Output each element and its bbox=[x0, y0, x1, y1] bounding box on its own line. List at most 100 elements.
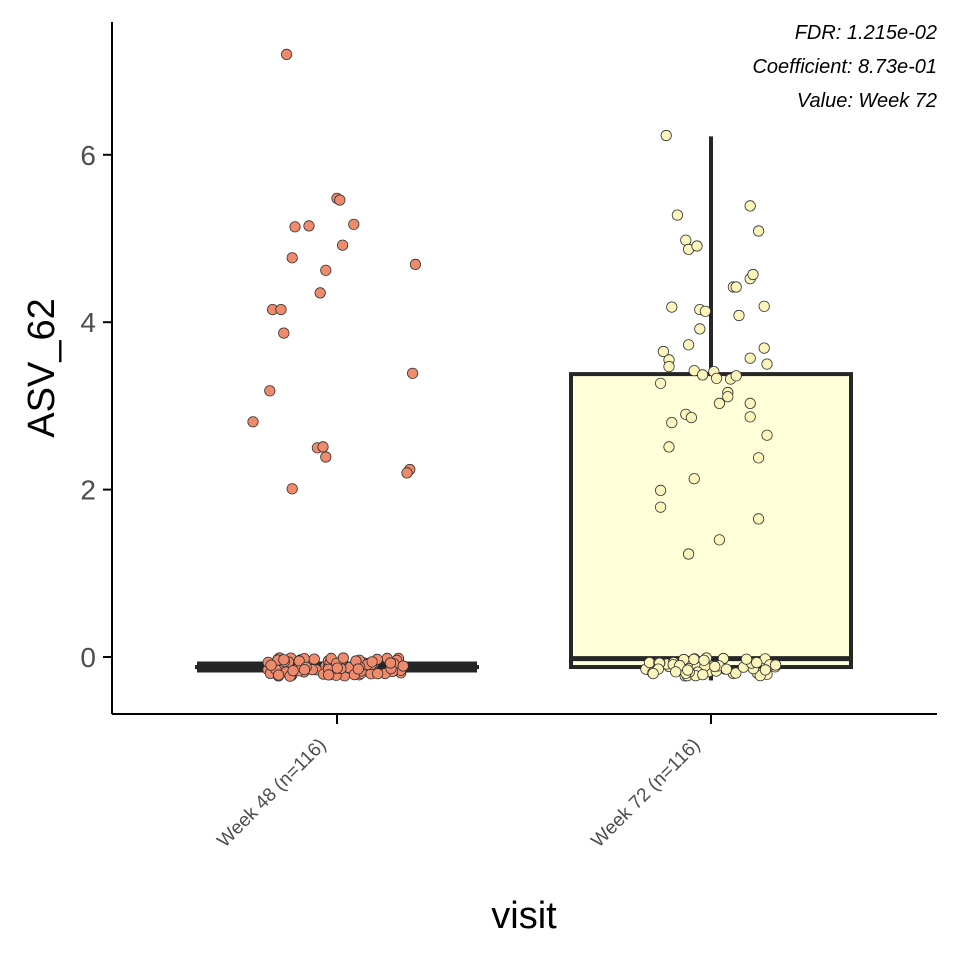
data-point bbox=[730, 281, 742, 293]
data-point bbox=[691, 240, 703, 252]
data-point bbox=[680, 234, 692, 246]
data-point bbox=[654, 377, 667, 389]
data-point bbox=[730, 667, 742, 679]
data-point bbox=[406, 367, 419, 379]
data-point bbox=[320, 264, 332, 276]
data-point bbox=[744, 200, 756, 212]
data-point bbox=[352, 663, 364, 675]
data-point bbox=[654, 501, 667, 513]
data-point bbox=[287, 665, 299, 677]
data-point bbox=[713, 397, 726, 409]
data-point bbox=[666, 301, 678, 313]
y-axis-title: ASV_62 bbox=[21, 298, 63, 437]
x-tick-label: Week 72 (n=116) bbox=[587, 735, 704, 852]
data-point bbox=[320, 451, 332, 463]
data-point bbox=[740, 653, 753, 665]
data-point bbox=[671, 209, 684, 221]
data-point bbox=[744, 397, 756, 409]
data-point bbox=[322, 669, 335, 681]
data-point bbox=[409, 258, 421, 270]
data-point bbox=[758, 342, 770, 354]
data-point bbox=[761, 429, 773, 441]
data-point bbox=[289, 221, 301, 233]
data-point bbox=[647, 667, 659, 680]
y-tick-label: 6 bbox=[80, 140, 96, 171]
data-point bbox=[759, 664, 772, 676]
data-point bbox=[698, 654, 710, 666]
data-point bbox=[752, 513, 765, 525]
data-point bbox=[303, 220, 315, 232]
data-point bbox=[720, 663, 733, 675]
data-point bbox=[286, 252, 298, 264]
annotation-coefficient: Coefficient: 8.73e-01 bbox=[752, 56, 937, 78]
data-point bbox=[722, 391, 734, 403]
data-point bbox=[710, 372, 723, 384]
data-point bbox=[699, 305, 712, 317]
data-point bbox=[752, 225, 765, 237]
data-point bbox=[657, 345, 670, 358]
data-point bbox=[688, 653, 700, 665]
data-point bbox=[265, 659, 277, 671]
box-2 bbox=[569, 136, 853, 681]
data-point bbox=[366, 656, 378, 668]
data-point bbox=[682, 548, 695, 560]
data-point bbox=[401, 467, 413, 479]
data-point bbox=[336, 239, 349, 251]
data-point bbox=[278, 327, 290, 339]
data-point bbox=[397, 660, 409, 672]
data-point bbox=[372, 668, 384, 680]
plot-panel bbox=[195, 136, 853, 681]
y-tick-label: 0 bbox=[80, 642, 96, 673]
axes-layer bbox=[111, 22, 937, 715]
y-tick-label: 4 bbox=[80, 307, 96, 338]
data-point bbox=[761, 358, 773, 370]
data-point bbox=[334, 194, 346, 206]
data-point bbox=[685, 411, 698, 424]
x-axis-title: visit bbox=[491, 895, 557, 937]
data-point bbox=[744, 411, 756, 423]
data-point bbox=[264, 385, 276, 397]
data-point bbox=[733, 309, 745, 322]
data-point bbox=[694, 323, 706, 335]
annotation-fdr: FDR: 1.215e-02 bbox=[795, 22, 937, 44]
data-point bbox=[331, 662, 343, 674]
data-point bbox=[682, 339, 695, 351]
data-point bbox=[272, 669, 285, 681]
data-point bbox=[744, 352, 756, 364]
data-point bbox=[747, 268, 759, 281]
data-point bbox=[308, 653, 320, 665]
data-point bbox=[696, 369, 709, 381]
data-point bbox=[758, 300, 770, 312]
box-body bbox=[569, 372, 853, 670]
annotation-block: FDR: 1.215e-02 Coefficient: 8.73e-01 Val… bbox=[752, 22, 937, 112]
data-point bbox=[337, 652, 349, 664]
data-point bbox=[247, 416, 259, 428]
data-point bbox=[688, 473, 700, 485]
data-point bbox=[751, 656, 763, 669]
data-point bbox=[643, 656, 656, 669]
data-point bbox=[280, 48, 293, 61]
data-point bbox=[769, 659, 782, 671]
x-tick-label: Week 48 (n=116) bbox=[213, 735, 330, 852]
data-point bbox=[654, 484, 667, 496]
data-point bbox=[730, 370, 742, 382]
data-point bbox=[752, 452, 765, 464]
data-point bbox=[670, 666, 682, 678]
data-point bbox=[663, 441, 675, 453]
data-point bbox=[348, 218, 360, 230]
data-point bbox=[298, 663, 311, 676]
y-tick-label: 2 bbox=[80, 475, 96, 506]
data-point bbox=[317, 441, 329, 453]
points-layer bbox=[247, 48, 782, 682]
data-point bbox=[682, 664, 694, 676]
data-point bbox=[314, 287, 326, 299]
data-point bbox=[697, 669, 709, 681]
data-point bbox=[275, 303, 287, 316]
data-point bbox=[663, 360, 675, 373]
data-point bbox=[278, 654, 290, 666]
data-point bbox=[666, 416, 678, 429]
data-point bbox=[384, 657, 397, 669]
data-point bbox=[709, 660, 721, 673]
data-point bbox=[713, 534, 726, 546]
